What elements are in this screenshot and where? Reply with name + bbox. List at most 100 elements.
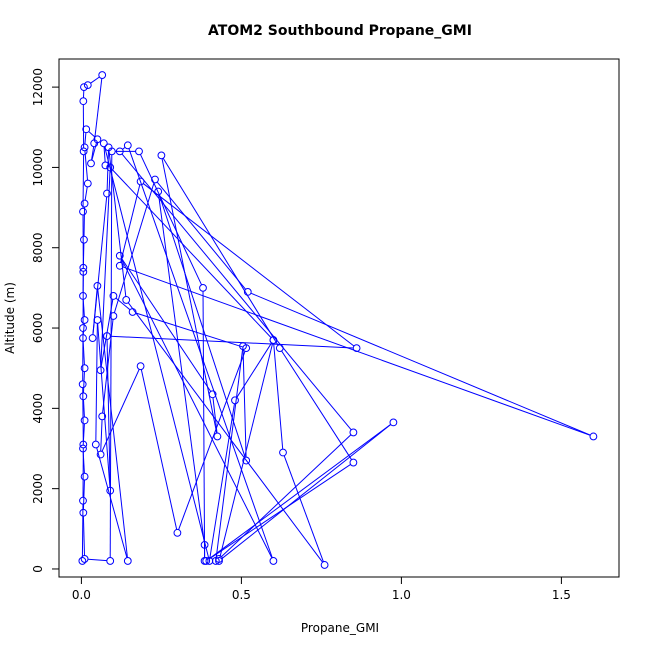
series-segment <box>82 371 85 393</box>
series-segment <box>122 146 126 150</box>
series-segment <box>158 194 205 542</box>
data-point <box>128 308 137 316</box>
series-segment <box>110 335 354 349</box>
data-point <box>101 161 110 170</box>
series-segment <box>113 182 155 313</box>
series-segment <box>81 504 84 558</box>
data-point <box>80 235 88 244</box>
data-point <box>79 444 87 453</box>
series-segment <box>103 146 106 163</box>
data-point <box>103 332 111 340</box>
x-axis-label: Propane_GMI <box>301 621 379 635</box>
x-tick-label: 1.5 <box>552 588 571 602</box>
series-segment <box>161 158 218 434</box>
series-segment <box>236 342 272 398</box>
data-point <box>91 440 100 449</box>
series-segment <box>82 451 85 474</box>
data-point <box>200 540 209 549</box>
data-point <box>79 267 88 276</box>
data-point <box>199 283 207 292</box>
data-point <box>78 557 87 565</box>
y-tick-label: 10000 <box>31 148 45 186</box>
series-segment <box>92 196 108 335</box>
series-segment <box>84 150 88 181</box>
data-point <box>242 456 251 465</box>
y-tick-label: 8000 <box>31 232 45 263</box>
data-point <box>320 561 329 569</box>
series-segment <box>178 351 246 530</box>
data-point <box>243 287 252 296</box>
data-point <box>173 528 182 537</box>
data-point <box>79 496 87 505</box>
data-point <box>79 392 88 401</box>
series-segment <box>208 464 351 560</box>
data-point <box>349 458 358 467</box>
data-point <box>79 324 87 332</box>
series-segment <box>90 76 100 84</box>
series-segment <box>96 447 128 558</box>
data-point <box>98 412 107 421</box>
series-segment <box>209 403 235 558</box>
series-segment <box>88 131 96 138</box>
series-segment <box>97 289 128 558</box>
data-point <box>115 261 124 270</box>
data-point <box>79 508 88 517</box>
y-tick-label: 6000 <box>31 313 45 344</box>
data-point <box>79 207 87 216</box>
series-segment <box>84 132 87 144</box>
series-layer <box>78 71 598 569</box>
series-segment <box>100 170 111 367</box>
series-segment <box>109 154 113 558</box>
data-point <box>87 159 95 168</box>
series-segment <box>91 142 98 161</box>
data-point <box>106 557 115 565</box>
data-point <box>269 336 278 344</box>
series-segment <box>91 146 95 161</box>
data-point <box>123 141 132 150</box>
data-point <box>96 366 105 375</box>
data-point <box>80 416 89 425</box>
series-segment <box>83 399 85 418</box>
series-segment <box>94 78 103 141</box>
data-point <box>88 334 97 342</box>
data-point <box>352 344 361 353</box>
y-axis: 0 2000 4000 6000 8000 10000 12000 <box>31 68 60 573</box>
data-point <box>80 316 89 324</box>
data-point <box>205 557 214 565</box>
data-point <box>79 147 88 156</box>
series-segment <box>83 206 86 237</box>
x-tick-label: 1.0 <box>392 588 411 602</box>
data-point <box>98 71 107 79</box>
data-point <box>109 292 118 300</box>
series-segment <box>121 153 352 431</box>
data-point <box>154 187 163 196</box>
data-point <box>83 81 92 90</box>
data-point <box>151 175 159 184</box>
data-point <box>79 334 87 342</box>
series-segment <box>104 146 210 558</box>
data-point <box>208 390 217 399</box>
data-point <box>589 432 598 441</box>
series-segment <box>273 343 284 450</box>
series-segment <box>208 424 391 560</box>
series-segment <box>82 479 85 510</box>
data-point <box>135 147 143 156</box>
series-segment <box>283 455 324 562</box>
series-segment <box>87 558 107 562</box>
data-point <box>231 396 239 405</box>
series-segment <box>120 184 141 263</box>
data-point <box>106 163 115 172</box>
x-axis: 0.0 0.5 1.0 1.5 <box>72 576 571 602</box>
series-segment <box>158 194 246 458</box>
data-point <box>93 135 102 144</box>
series-segment <box>140 369 178 530</box>
series-segment <box>221 424 392 560</box>
data-point <box>79 292 87 300</box>
series-segment <box>82 516 86 556</box>
series-segment <box>82 154 85 209</box>
data-point <box>80 199 89 208</box>
series-segment <box>162 158 279 346</box>
series-segment <box>127 302 323 563</box>
data-point <box>279 448 287 457</box>
